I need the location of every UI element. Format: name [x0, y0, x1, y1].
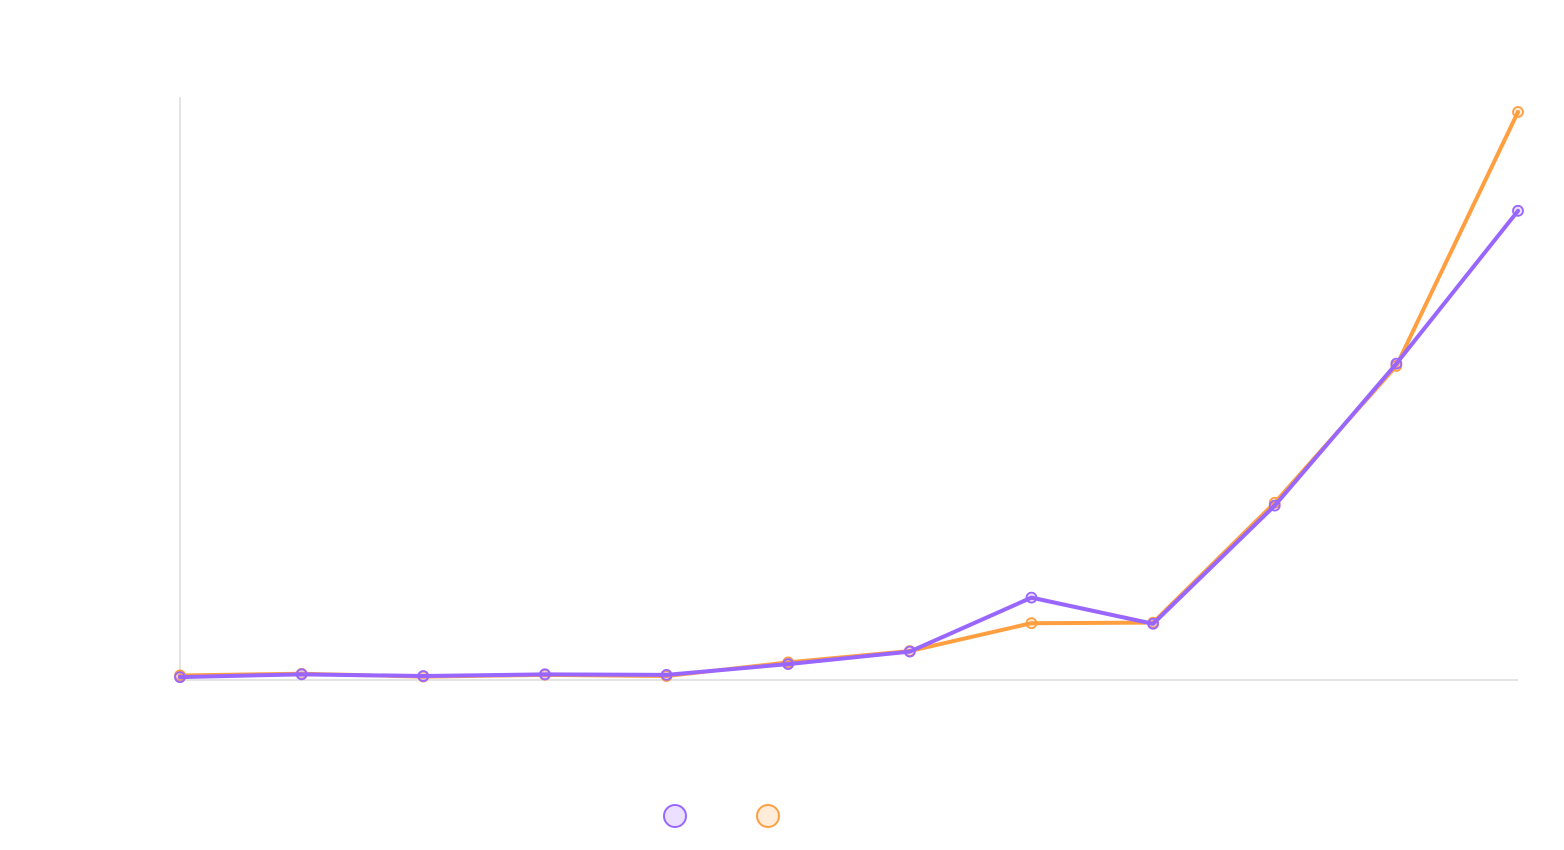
series-1-point[interactable] [903, 645, 916, 658]
series-1-point[interactable] [174, 671, 186, 684]
series-1-point[interactable] [539, 668, 551, 681]
series-1-point[interactable] [660, 668, 673, 681]
series-1-point[interactable] [1390, 357, 1403, 370]
legend-marker-series-2[interactable] [756, 804, 780, 828]
series-layer [174, 106, 1524, 684]
series-2-point[interactable] [1512, 106, 1524, 118]
series-1-point[interactable] [1025, 591, 1038, 604]
series-1 [174, 204, 1524, 684]
legend[interactable] [663, 804, 780, 828]
series-1-point[interactable] [1147, 617, 1159, 630]
series-1-line [178, 208, 1520, 680]
series-2 [174, 106, 1524, 683]
series-2-point[interactable] [1025, 617, 1038, 630]
series-1-point[interactable] [295, 668, 308, 681]
legend-marker-series-1[interactable] [663, 804, 687, 828]
series-1-point[interactable] [1512, 204, 1524, 217]
series-1-point[interactable] [417, 670, 430, 682]
series-1-point[interactable] [1268, 499, 1281, 512]
series-2-line [178, 110, 1520, 679]
series-1-point[interactable] [782, 658, 795, 670]
